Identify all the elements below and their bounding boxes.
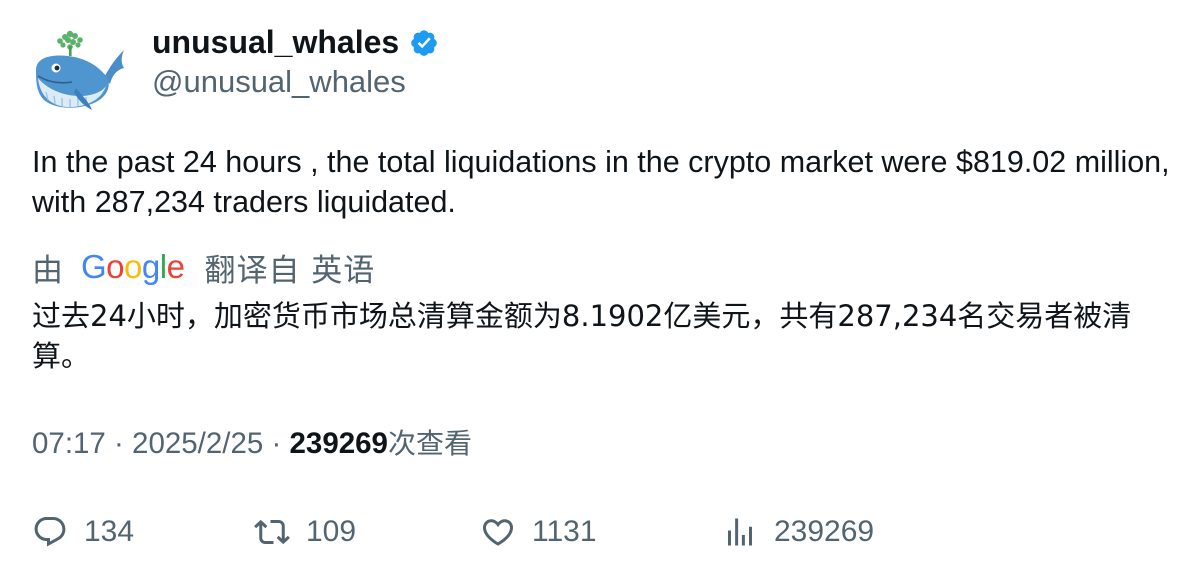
retweet-count: 109 <box>306 515 357 548</box>
translated-from-label: 翻译自 英语 <box>204 252 376 289</box>
retweet-button[interactable]: 109 <box>254 511 356 553</box>
tweet-meta: 07:17 · 2025/2/25 · 239269次查看 <box>32 424 472 464</box>
retweet-icon <box>254 519 290 545</box>
reply-button[interactable]: 134 <box>32 511 134 553</box>
translation-attribution[interactable]: 由 Google 翻译自 英语 <box>32 247 376 289</box>
reply-icon <box>34 517 66 547</box>
translated-by-label: 由 <box>32 252 63 289</box>
reply-count: 134 <box>84 515 135 548</box>
verified-badge-icon[interactable] <box>409 28 439 58</box>
meta-separator: · <box>263 427 290 460</box>
tweet-text: In the past 24 hours , the total liquida… <box>32 145 1170 219</box>
meta-separator: · <box>105 427 133 460</box>
views-label: 次查看 <box>387 427 472 460</box>
translated-text: 过去24小时，加密货币市场总清算金额为8.1902亿美元，共有287,234名交… <box>32 299 1132 373</box>
views-count: 239269 <box>289 427 388 460</box>
like-count: 1131 <box>532 515 597 548</box>
views-button[interactable]: 239269 <box>722 511 874 553</box>
handle[interactable]: @unusual_whales <box>152 64 406 99</box>
avatar[interactable] <box>32 26 126 114</box>
views-action-count: 239269 <box>774 515 875 548</box>
tweet-date[interactable]: 2025/2/25 <box>132 427 264 460</box>
google-logo: Google <box>81 248 185 285</box>
analytics-icon <box>728 518 752 546</box>
author-block: unusual_whales @unusual_whales <box>152 22 439 102</box>
heart-icon <box>482 519 514 546</box>
display-name-row: unusual_whales <box>152 22 439 62</box>
action-bar: 134 109 1131 239269 <box>0 511 1196 553</box>
display-name[interactable]: unusual_whales <box>152 24 400 60</box>
tweet-time[interactable]: 07:17 <box>32 427 106 460</box>
like-button[interactable]: 1131 <box>480 511 597 553</box>
